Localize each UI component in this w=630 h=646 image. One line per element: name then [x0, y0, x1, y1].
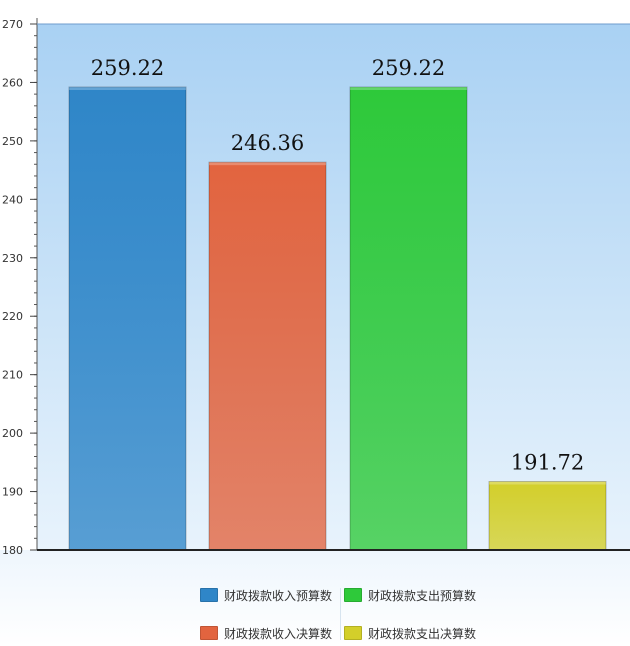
- legend-divider: [340, 588, 341, 640]
- legend-label: 财政拨款支出决算数: [368, 626, 477, 641]
- bar-highlight: [489, 481, 606, 485]
- legend-area-background: [0, 550, 630, 646]
- bar[interactable]: [488, 481, 607, 551]
- y-tick-label: 250: [2, 135, 23, 148]
- y-tick-label: 220: [2, 310, 23, 323]
- bar-highlight: [69, 87, 186, 91]
- legend-label: 财政拨款收入决算数: [224, 626, 333, 641]
- legend-swatch: [200, 588, 218, 602]
- bar[interactable]: [208, 161, 327, 551]
- y-tick-label: 260: [2, 76, 23, 89]
- bar-highlight: [209, 162, 326, 166]
- legend-item-income-budget[interactable]: 财政拨款收入预算数: [200, 585, 340, 605]
- legend-swatch: [344, 588, 362, 602]
- bar-value-label: 259.22: [91, 56, 164, 80]
- y-tick-label: 270: [2, 18, 23, 31]
- bar[interactable]: [349, 86, 468, 551]
- y-tick-label: 180: [2, 544, 23, 557]
- y-tick-label: 230: [2, 252, 23, 265]
- legend-item-income-final[interactable]: 财政拨款收入决算数: [200, 623, 340, 643]
- chart-legend: 财政拨款收入预算数 财政拨款支出预算数 财政拨款收入决算数 财政拨款支出决算数: [200, 585, 490, 643]
- bar-value-label: 191.72: [511, 451, 584, 475]
- y-tick-label: 200: [2, 427, 23, 440]
- legend-item-expense-budget[interactable]: 财政拨款支出预算数: [344, 585, 484, 605]
- bar-highlight: [350, 87, 467, 91]
- bar[interactable]: [68, 86, 187, 551]
- y-tick-label: 210: [2, 369, 23, 382]
- legend-item-expense-final[interactable]: 财政拨款支出决算数: [344, 623, 484, 643]
- legend-swatch: [344, 626, 362, 640]
- legend-swatch: [200, 626, 218, 640]
- bar-value-label: 246.36: [231, 131, 304, 155]
- y-tick-label: 190: [2, 486, 23, 499]
- bar-value-label: 259.22: [372, 56, 445, 80]
- legend-label: 财政拨款支出预算数: [368, 588, 477, 603]
- y-tick-label: 240: [2, 193, 23, 206]
- legend-label: 财政拨款收入预算数: [224, 588, 333, 603]
